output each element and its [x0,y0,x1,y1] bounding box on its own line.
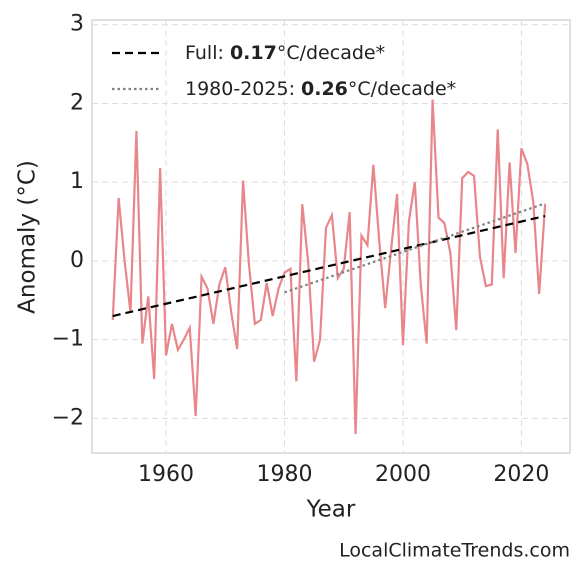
y-tick-label: 1 [70,169,84,194]
legend-text: 0.17 [230,42,277,64]
plot-frame [91,19,571,454]
y-tick-label: 2 [70,90,84,115]
x-tick-label: 2020 [493,462,549,487]
legend-text: 0.26 [301,78,348,100]
line [112,214,546,318]
x-tick-label: 1980 [257,462,313,487]
x-axis-label: Year [306,497,356,523]
legend-text: °C/decade* [348,78,456,100]
x-tick-label: 2000 [375,462,431,487]
legend-entry: Full: 0.17°C/decade* [112,42,385,64]
legend-text: Full: [185,42,230,64]
line [284,202,546,294]
legend-text: 1980-2025: [185,78,301,100]
x-tick-label: 1960 [138,462,194,487]
y-tick-label: −2 [52,405,84,430]
source: LocalClimateTrends.com [339,540,570,562]
y-tick-label: −1 [52,327,84,352]
grid [92,20,570,453]
y-axis-label: Anomaly (°C) [15,160,41,314]
y-tick-label: 0 [70,248,84,273]
y-tick-label: 3 [70,12,84,37]
legend-label: Full: 0.17°C/decade* [185,42,385,64]
line [111,99,547,435]
legend-entry: 1980-2025: 0.26°C/decade* [112,78,456,100]
legend-text: °C/decade* [277,42,385,64]
legend-label: 1980-2025: 0.26°C/decade* [185,78,456,100]
